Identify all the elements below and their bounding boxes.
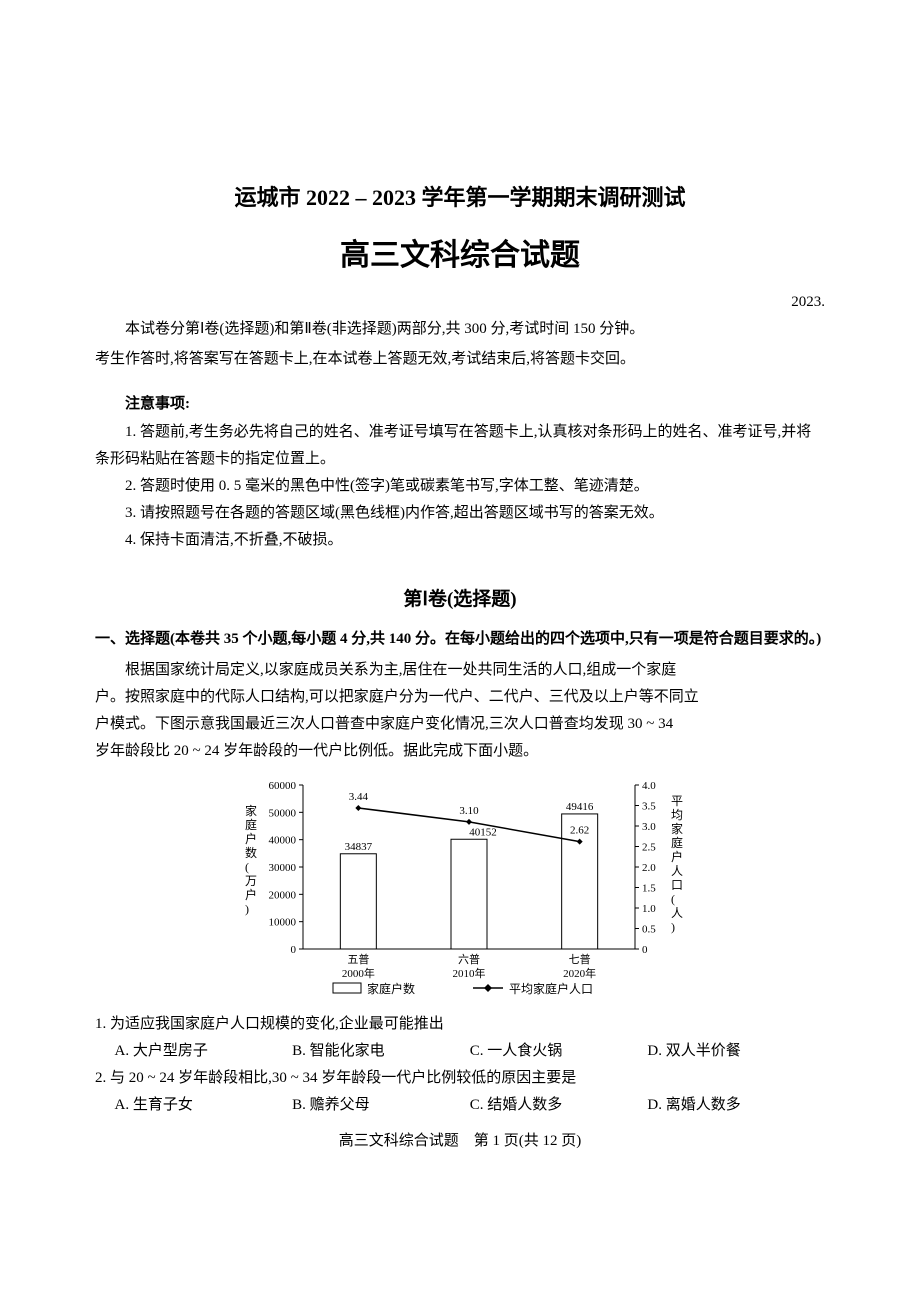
question-stem: 2. 与 20 ~ 24 岁年龄段相比,30 ~ 34 岁年龄段一代户比例较低的… — [95, 1065, 825, 1092]
svg-text:七普: 七普 — [569, 952, 591, 966]
svg-text:均: 均 — [671, 808, 683, 822]
svg-text:庭: 庭 — [671, 835, 683, 850]
svg-text:2000年: 2000年 — [342, 966, 375, 980]
intro-line-2: 考生作答时,将答案写在答题卡上,在本试卷上答题无效,考试结束后,将答题卡交回。 — [95, 347, 825, 373]
svg-text:1.0: 1.0 — [642, 903, 656, 915]
svg-text:3.0: 3.0 — [642, 821, 656, 833]
option-a: A. 大户型房子 — [115, 1038, 293, 1065]
svg-text:0: 0 — [642, 944, 648, 956]
svg-text:0.5: 0.5 — [642, 923, 656, 935]
title-sub: 高三文科综合试题 — [95, 230, 825, 274]
svg-text:): ) — [245, 902, 249, 916]
option-d: D. 双人半价餐 — [647, 1038, 825, 1065]
census-chart: 0100002000030000400005000060000家庭户数(万户)0… — [235, 775, 685, 1005]
svg-text:平均家庭户人口: 平均家庭户人口 — [509, 981, 593, 996]
question-block-header: 一、选择题(本卷共 35 个小题,每小题 4 分,共 140 分。在每小题给出的… — [128, 627, 825, 653]
svg-text:户: 户 — [671, 849, 683, 864]
svg-text:五普: 五普 — [347, 952, 369, 966]
passage-line: 户。按照家庭中的代际人口结构,可以把家庭户分为一代户、二代户、三代及以上户等不同… — [95, 684, 825, 711]
notice-item: 4. 保持卡面清洁,不折叠,不破损。 — [95, 527, 825, 554]
intro-line-1: 本试卷分第Ⅰ卷(选择题)和第Ⅱ卷(非选择题)两部分,共 300 分,考试时间 1… — [95, 317, 825, 343]
svg-text:口: 口 — [671, 878, 683, 892]
svg-text:49416: 49416 — [566, 800, 594, 812]
svg-text:六普: 六普 — [458, 952, 480, 966]
question-options: A. 生育子女 B. 赡养父母 C. 结婚人数多 D. 离婚人数多 — [95, 1092, 825, 1119]
svg-text:2010年: 2010年 — [453, 966, 486, 980]
svg-text:(: ( — [671, 892, 675, 906]
svg-text:2.62: 2.62 — [570, 824, 589, 836]
notice-item: 1. 答题前,考生务必先将自己的姓名、准考证号填写在答题卡上,认真核对条形码上的… — [95, 419, 825, 473]
svg-text:1.5: 1.5 — [642, 882, 656, 894]
svg-text:40000: 40000 — [269, 834, 297, 846]
svg-text:): ) — [671, 920, 675, 934]
svg-text:家庭户数: 家庭户数 — [367, 981, 415, 996]
svg-text:3.10: 3.10 — [459, 804, 479, 816]
svg-text:40152: 40152 — [469, 826, 497, 838]
svg-text:20000: 20000 — [269, 889, 297, 901]
svg-text:户: 户 — [245, 887, 257, 902]
svg-text:家: 家 — [245, 803, 257, 818]
svg-text:4.0: 4.0 — [642, 780, 656, 792]
option-b: B. 赡养父母 — [292, 1092, 470, 1119]
page-footer: 高三文科综合试题 第 1 页(共 12 页) — [95, 1129, 825, 1150]
option-d: D. 离婚人数多 — [647, 1092, 825, 1119]
passage-line: 岁年龄段比 20 ~ 24 岁年龄段的一代户比例低。据此完成下面小题。 — [95, 738, 825, 765]
svg-text:2.5: 2.5 — [642, 841, 656, 853]
svg-text:(: ( — [245, 860, 249, 874]
svg-text:户: 户 — [245, 831, 257, 846]
svg-text:人: 人 — [671, 864, 683, 878]
chart-svg: 0100002000030000400005000060000家庭户数(万户)0… — [235, 775, 685, 1005]
svg-text:庭: 庭 — [245, 817, 257, 832]
svg-text:60000: 60000 — [269, 780, 297, 792]
passage-line: 根据国家统计局定义,以家庭成员关系为主,居住在一处共同生活的人口,组成一个家庭 — [95, 657, 825, 684]
option-c: C. 一人食火锅 — [470, 1038, 648, 1065]
option-c: C. 结婚人数多 — [470, 1092, 648, 1119]
notice-title: 注意事项: — [95, 392, 825, 413]
question-options: A. 大户型房子 B. 智能化家电 C. 一人食火锅 D. 双人半价餐 — [95, 1038, 825, 1065]
title-main: 运城市 2022 – 2023 学年第一学期期末调研测试 — [95, 180, 825, 212]
svg-text:3.44: 3.44 — [349, 790, 369, 802]
svg-text:3.5: 3.5 — [642, 800, 656, 812]
exam-date: 2023. — [95, 294, 825, 311]
svg-text:50000: 50000 — [269, 807, 297, 819]
option-b: B. 智能化家电 — [292, 1038, 470, 1065]
option-a: A. 生育子女 — [115, 1092, 293, 1119]
svg-text:平: 平 — [671, 794, 683, 808]
notice-item: 3. 请按照题号在各题的答题区域(黑色线框)内作答,超出答题区域书写的答案无效。 — [95, 500, 825, 527]
svg-text:30000: 30000 — [269, 862, 297, 874]
notice-item: 2. 答题时使用 0. 5 毫米的黑色中性(签字)笔或碳素笔书写,字体工整、笔迹… — [95, 473, 825, 500]
svg-text:2.0: 2.0 — [642, 862, 656, 874]
section-title: 第Ⅰ卷(选择题) — [95, 584, 825, 611]
svg-text:2020年: 2020年 — [563, 966, 596, 980]
svg-text:家: 家 — [671, 821, 683, 836]
svg-text:34837: 34837 — [345, 840, 373, 852]
svg-text:万: 万 — [245, 874, 257, 888]
svg-text:10000: 10000 — [269, 916, 297, 928]
question-stem: 1. 为适应我国家庭户人口规模的变化,企业最可能推出 — [95, 1011, 825, 1038]
svg-text:0: 0 — [291, 944, 297, 956]
svg-text:数: 数 — [245, 845, 257, 860]
svg-text:人: 人 — [671, 906, 683, 920]
passage-line: 户模式。下图示意我国最近三次人口普查中家庭户变化情况,三次人口普查均发现 30 … — [95, 711, 825, 738]
